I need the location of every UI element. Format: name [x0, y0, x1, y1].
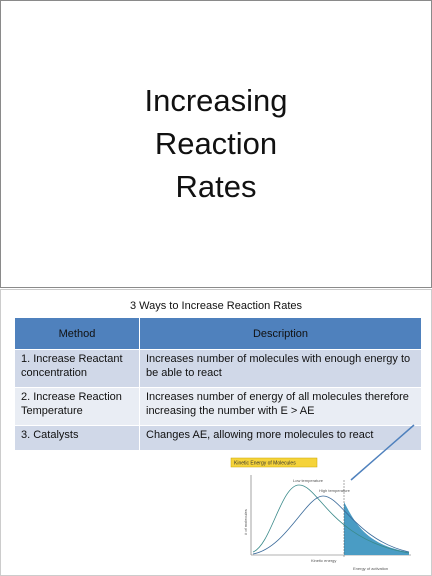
low-temp-curve: [252, 484, 410, 554]
row: 2. Increase Reaction Temperature Increas…: [14, 387, 422, 426]
title-line: Increasing: [144, 83, 288, 118]
title-line: Reaction: [154, 126, 278, 161]
ea-label: Energy of activation: [353, 566, 388, 571]
shaded-area: [344, 502, 409, 555]
arrow: [350, 424, 415, 481]
cell: Increases number of molecules with enoug…: [139, 349, 422, 388]
cell: 3. Catalysts: [14, 425, 140, 451]
row: 3. Catalysts Changes AE, allowing more m…: [14, 425, 422, 451]
table-slide: 3 Ways to Increase Reaction Rates Method…: [0, 289, 432, 576]
header-cell: Description: [139, 317, 422, 350]
x-axis-label: Kinetic energy: [311, 558, 336, 563]
cell: Changes AE, allowing more molecules to r…: [139, 425, 422, 451]
cell: 1. Increase Reactant concentration: [14, 349, 140, 388]
figure-title: Kinetic Energy of Molecules: [234, 461, 296, 467]
slide-title: 3 Ways to Increase Reaction Rates: [129, 300, 302, 312]
header-row: Method Description: [14, 317, 422, 350]
title-slide: Increasing Reaction Rates: [0, 0, 432, 288]
figure-title-box: [230, 457, 318, 468]
figure: Kinetic Energy of Molecules Low temperat…: [230, 424, 415, 571]
curve-label: High temperature: [319, 488, 351, 493]
high-temp-curve: [252, 495, 410, 555]
y-axis-label: # of molecules: [243, 509, 248, 535]
title-line: Rates: [175, 169, 257, 204]
row: 1. Increase Reactant concentration Incre…: [14, 349, 422, 388]
cell: Increases number of energy of all molecu…: [139, 387, 422, 426]
curve-label: Low temperature: [293, 478, 324, 483]
methods-table: Method Description 1. Increase Reactant …: [14, 317, 422, 451]
